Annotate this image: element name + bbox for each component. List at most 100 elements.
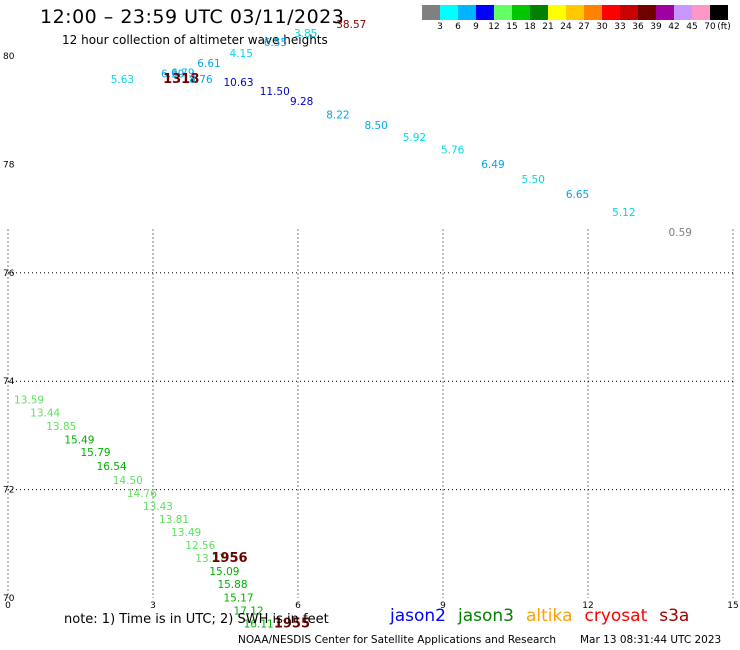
wave-height-value: 5.92 xyxy=(403,132,426,144)
wave-height-value: 6.61 xyxy=(197,58,220,70)
wave-height-value: 0.59 xyxy=(669,227,692,239)
legend-label: (ft) xyxy=(717,22,731,32)
wave-height-value: 8.76 xyxy=(189,74,213,86)
y-tick-label: 72 xyxy=(3,486,14,496)
legend-label: 15 xyxy=(506,22,518,32)
y-tick-label: 76 xyxy=(3,269,15,279)
legend-label: 18 xyxy=(524,22,536,32)
wave-height-value: 10.63 xyxy=(223,77,253,89)
legend-swatch xyxy=(440,5,458,20)
wave-height-value: 16.11 xyxy=(244,618,274,630)
wave-height-value: 13.81 xyxy=(159,514,189,526)
wave-height-value: 5.12 xyxy=(612,207,635,219)
x-tick-label: 6 xyxy=(295,601,301,611)
legend-swatch xyxy=(584,5,602,20)
wave-height-value: 12.56 xyxy=(185,540,215,552)
axis-ticks: 0 3 6 9 12 15 80 78 76 74 72 70 xyxy=(3,52,739,611)
wave-height-value: 16.54 xyxy=(97,461,127,473)
wave-height-value: 9.28 xyxy=(290,96,313,108)
wave-height-value: 13.44 xyxy=(30,407,60,419)
x-tick-label: 3 xyxy=(150,601,156,611)
legend-swatch xyxy=(692,5,710,20)
wave-height-value: 13.49 xyxy=(171,527,201,539)
legend-swatch xyxy=(656,5,674,20)
wave-height-value: 13.27 xyxy=(195,553,225,565)
x-tick-label: 12 xyxy=(582,601,593,611)
legend-swatch xyxy=(710,5,728,20)
y-tick-label: 70 xyxy=(3,594,15,604)
units-note: note: 1) Time is in UTC; 2) SWH is in fe… xyxy=(64,612,329,627)
legend-label: 12 xyxy=(488,22,500,32)
wave-height-value: 13.43 xyxy=(143,501,173,513)
legend-swatch xyxy=(602,5,620,20)
legend-swatch xyxy=(548,5,566,20)
wave-height-color-legend xyxy=(422,5,728,20)
legend-label: 6 xyxy=(455,22,461,32)
x-tick-label: 0 xyxy=(5,601,11,611)
footer-organization: NOAA/NESDIS Center for Satellite Applica… xyxy=(238,634,556,646)
wave-height-value: 6.39 xyxy=(161,69,184,81)
y-tick-label: 74 xyxy=(3,377,15,387)
legend-label: 30 xyxy=(596,22,608,32)
wave-height-value: 14.76 xyxy=(127,488,157,500)
wave-height-value: 5.50 xyxy=(522,174,545,186)
footer-timestamp: Mar 13 08:31:44 UTC 2023 xyxy=(580,634,722,646)
pass-time-label: 1955 xyxy=(274,616,310,631)
legend-label: 21 xyxy=(542,22,554,32)
wave-height-value: 15.79 xyxy=(81,447,111,459)
wave-height-value: 6.79 xyxy=(171,68,194,80)
legend-label: 42 xyxy=(668,22,680,32)
legend-label: 39 xyxy=(650,22,662,32)
legend-label: 3 xyxy=(437,22,443,32)
wave-height-value: 15.17 xyxy=(223,592,253,604)
wave-height-value: 6.55 xyxy=(264,37,287,49)
pass-time-label: 1956 xyxy=(211,551,247,566)
legend-swatch xyxy=(674,5,692,20)
wave-height-value: 13.59 xyxy=(14,394,44,406)
pass-time-label: 1318 xyxy=(163,72,199,87)
wave-height-value: 5.63 xyxy=(111,74,134,86)
legend-label: 70 xyxy=(704,22,716,32)
wave-height-value: 6.49 xyxy=(481,159,504,171)
satellite-label-altika: altika xyxy=(526,606,573,626)
legend-label: 36 xyxy=(632,22,644,32)
satellite-legend: jason2 jason3 altika cryosat s3a xyxy=(390,606,701,626)
legend-swatch xyxy=(620,5,638,20)
legend-swatch xyxy=(476,5,494,20)
legend-swatch xyxy=(494,5,512,20)
wave-height-value: 8.50 xyxy=(364,120,387,132)
legend-swatch xyxy=(512,5,530,20)
wave-height-value: 5.76 xyxy=(441,145,465,157)
legend-label: 33 xyxy=(614,22,626,32)
legend-swatch xyxy=(530,5,548,20)
wave-height-value: 3.85 xyxy=(294,28,317,40)
legend-label: 45 xyxy=(686,22,698,32)
page-title: 12:00 – 23:59 UTC 03/11/2023 xyxy=(40,6,345,28)
legend-swatch xyxy=(566,5,584,20)
legend-swatch xyxy=(422,5,440,20)
legend-label: 9 xyxy=(473,22,479,32)
legend-swatch xyxy=(458,5,476,20)
satellite-label-cryosat: cryosat xyxy=(584,606,648,626)
wave-height-value: 15.88 xyxy=(217,579,247,591)
y-tick-label: 78 xyxy=(3,160,15,170)
page-subtitle: 12 hour collection of altimeter wave hei… xyxy=(62,33,328,47)
wave-height-value: 8.22 xyxy=(326,109,349,121)
satellite-label-jason2: jason2 xyxy=(390,606,446,626)
legend-swatch xyxy=(638,5,656,20)
wave-height-value: 11.50 xyxy=(260,86,290,98)
y-tick-label: 80 xyxy=(3,52,15,62)
wave-height-value: 6.65 xyxy=(566,189,589,201)
wave-height-value: 15.49 xyxy=(64,435,94,447)
map-grid xyxy=(7,229,734,598)
x-tick-label: 15 xyxy=(727,601,738,611)
satellite-label-jason3: jason3 xyxy=(458,606,514,626)
wave-height-value: 13.85 xyxy=(46,421,76,433)
x-tick-label: 9 xyxy=(440,601,446,611)
wave-height-value: 14.50 xyxy=(113,475,143,487)
wave-height-value: 17.12 xyxy=(234,605,264,617)
wave-height-value: 4.15 xyxy=(230,48,253,60)
wave-height-value: 15.09 xyxy=(209,566,239,578)
